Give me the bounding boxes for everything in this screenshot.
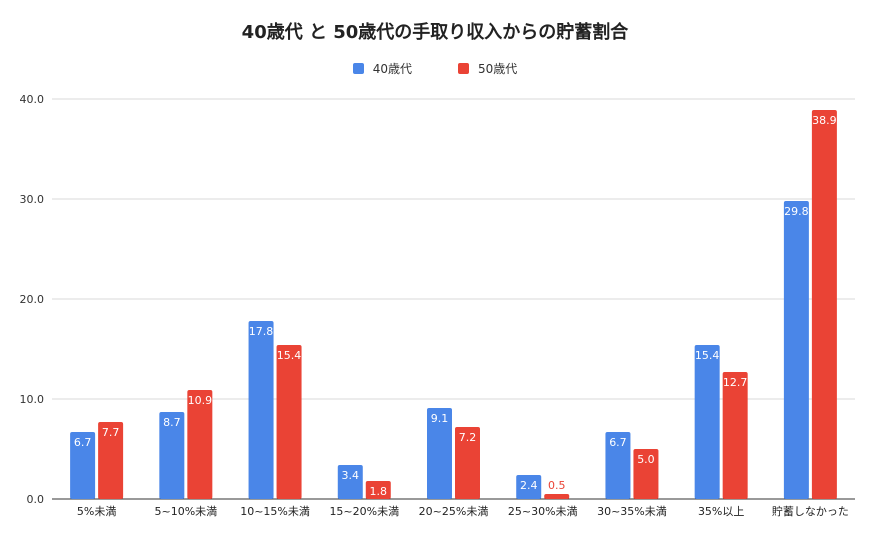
x-tick-label: 貯蓄しなかった <box>772 505 849 518</box>
y-tick-label: 0.0 <box>27 493 45 506</box>
x-tick-label: 20~25%未満 <box>419 505 489 518</box>
data-label: 1.8 <box>370 485 388 498</box>
bar-40s <box>248 321 274 499</box>
bar-50s <box>544 494 570 499</box>
chart-title: 40歳代 と 50歳代の手取り収入からの貯蓄割合 <box>241 22 629 43</box>
x-tick-label: 30~35%未満 <box>597 505 667 518</box>
bar-40s <box>70 432 96 499</box>
x-tick-label: 5%未満 <box>77 505 116 518</box>
x-tick-label: 10~15%未満 <box>240 505 310 518</box>
y-tick-label: 30.0 <box>20 193 45 206</box>
data-label: 2.4 <box>520 479 538 492</box>
bar-40s <box>159 412 185 499</box>
legend-swatch-50s <box>458 63 469 74</box>
data-label: 0.5 <box>548 479 566 492</box>
bar-50s <box>455 427 480 499</box>
y-tick-label: 40.0 <box>20 93 45 106</box>
legend: 40歳代 50歳代 <box>0 60 870 77</box>
bar-40s <box>427 408 452 499</box>
data-label: 5.0 <box>637 453 655 466</box>
bar-40s <box>516 475 542 499</box>
data-label: 29.8 <box>784 205 809 218</box>
bar-50s <box>276 345 302 499</box>
data-label: 6.7 <box>609 436 627 449</box>
data-label: 6.7 <box>74 436 92 449</box>
legend-item-50s[interactable]: 50歳代 <box>458 60 517 77</box>
legend-label-50s: 50歳代 <box>478 62 518 76</box>
bar-40s <box>783 201 809 499</box>
data-label: 38.9 <box>812 114 837 127</box>
data-label: 7.2 <box>459 431 477 444</box>
x-tick-label: 15~20%未満 <box>329 505 399 518</box>
bar-40s <box>605 432 631 499</box>
bar-50s <box>187 390 213 499</box>
y-tick-label: 10.0 <box>20 393 45 406</box>
data-label: 12.7 <box>723 376 748 389</box>
legend-item-40s[interactable]: 40歳代 <box>352 60 412 77</box>
bar-50s <box>98 422 124 499</box>
data-label: 15.4 <box>277 349 302 362</box>
data-label: 15.4 <box>695 349 720 362</box>
bar-40s <box>694 345 720 499</box>
legend-label-40s: 40歳代 <box>372 62 412 76</box>
data-label: 8.7 <box>163 416 181 429</box>
bar-40s <box>337 465 363 499</box>
x-tick-label: 25~30%未満 <box>508 505 578 518</box>
bar-50s <box>811 110 837 499</box>
data-label: 17.8 <box>249 325 274 338</box>
bar-50s <box>365 481 391 499</box>
data-label: 9.1 <box>431 412 449 425</box>
x-tick-label: 35%以上 <box>698 505 744 518</box>
bar-50s <box>722 372 748 499</box>
data-label: 7.7 <box>102 426 120 439</box>
y-tick-label: 20.0 <box>20 293 45 306</box>
data-label: 10.9 <box>188 394 213 407</box>
legend-swatch-40s <box>352 63 364 74</box>
data-label: 3.4 <box>342 469 360 482</box>
bar-50s <box>633 449 659 499</box>
x-tick-label: 5~10%未満 <box>154 505 217 518</box>
